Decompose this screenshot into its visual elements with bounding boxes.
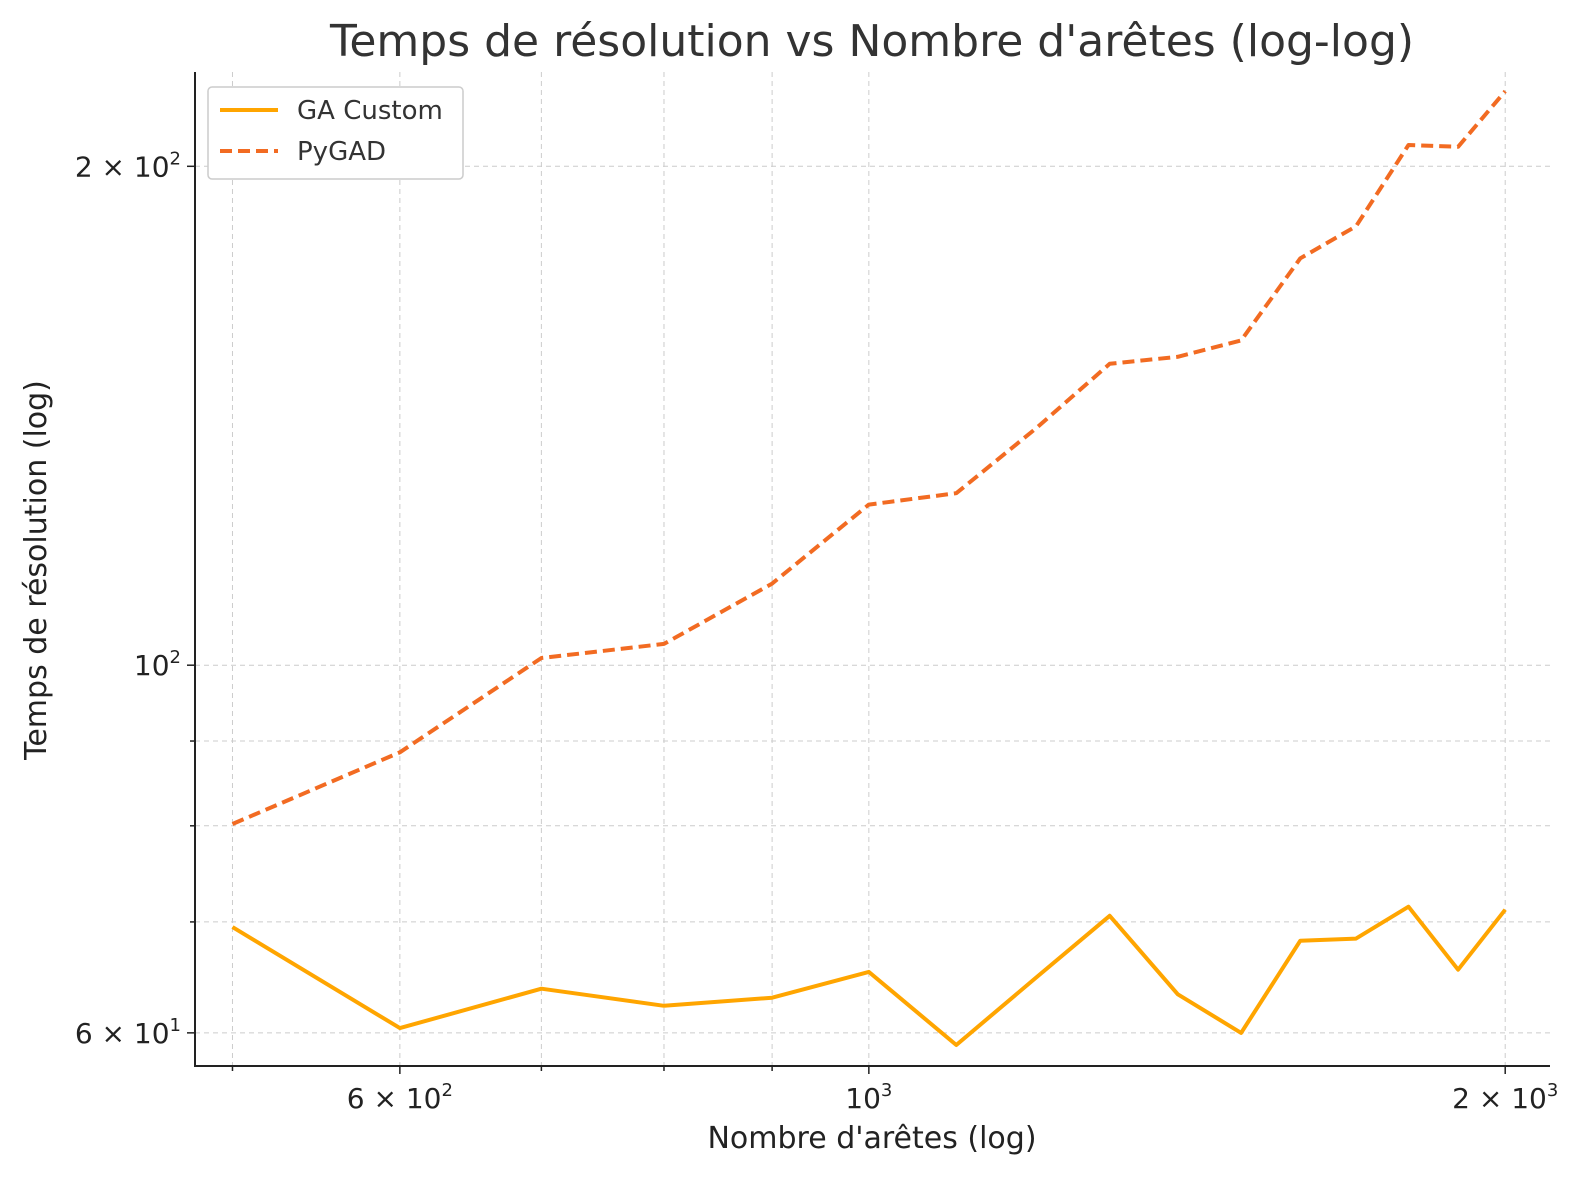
y-tick-label: 6 × 101 [75, 1015, 181, 1050]
ticks-layer: 6 × 102 103 2 × 103 6 × 101 102 2 × 102 [75, 148, 1558, 1115]
x-tick-label: 2 × 103 [1452, 1080, 1558, 1115]
grid-layer [195, 72, 1550, 1066]
chart-title: Temps de résolution vs Nombre d'arêtes (… [329, 16, 1414, 67]
axes-layer [194, 72, 1550, 1067]
series-line-ga-custom [231, 904, 1507, 1047]
y-tick-label: 2 × 102 [75, 148, 181, 183]
y-axis-label: Temps de résolution (log) [19, 380, 54, 761]
x-axis-label: Nombre d'arêtes (log) [707, 1121, 1036, 1156]
y-tick-label: 102 [134, 647, 181, 682]
series-layer [231, 89, 1507, 1047]
x-tick-label: 103 [845, 1080, 892, 1115]
series-line-pygad [231, 89, 1507, 826]
legend: GA Custom PyGAD [207, 86, 464, 180]
x-tick-label: 6 × 102 [347, 1080, 453, 1115]
legend-label-ga-custom: GA Custom [297, 96, 443, 126]
legend-label-pygad: PyGAD [297, 137, 386, 167]
